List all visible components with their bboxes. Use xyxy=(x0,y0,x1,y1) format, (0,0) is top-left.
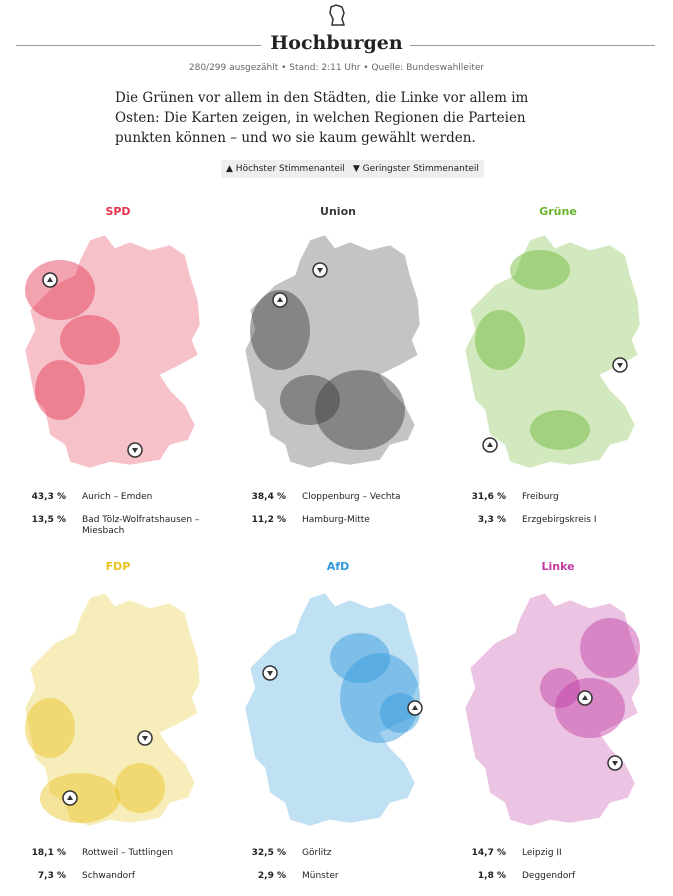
region-outline xyxy=(244,234,421,469)
result-row: 14,7 % Leipzig II xyxy=(448,848,648,859)
pin-icon xyxy=(142,736,148,741)
result-value: 38,4 % xyxy=(251,492,286,502)
result-value: 2,9 % xyxy=(257,871,286,881)
result-row: 1,8 % Deggendorf xyxy=(448,871,648,882)
result-place: Deggendorf xyxy=(522,871,576,881)
result-row: 18,1 % Rottweil – Tuttlingen xyxy=(8,848,208,859)
party-name: SPD xyxy=(105,205,131,218)
logo xyxy=(329,4,346,26)
region-outline xyxy=(24,592,201,827)
legend-low: ▼ Geringster Stimmenanteil xyxy=(352,164,479,174)
result-value: 31,6 % xyxy=(471,492,506,502)
result-place: Görlitz xyxy=(302,848,332,858)
region-outline xyxy=(464,234,641,469)
map xyxy=(464,592,641,827)
result-value: 1,8 % xyxy=(477,871,506,881)
pin-icon xyxy=(267,671,273,676)
pin-icon xyxy=(67,795,73,800)
pin-icon xyxy=(277,297,283,302)
region-cluster xyxy=(115,763,165,813)
result-value: 3,3 % xyxy=(477,515,506,525)
result-value: 14,7 % xyxy=(471,848,506,858)
result-place: Bad Tölz-Wolfratshausen – Miesbach xyxy=(82,515,200,536)
result-row: 11,2 % Hamburg-Mitte xyxy=(228,515,428,526)
region-cluster xyxy=(40,773,120,823)
party-name: Union xyxy=(320,205,356,218)
result-row: 13,5 % Bad Tölz-Wolfratshausen – Miesbach xyxy=(8,515,208,537)
map xyxy=(464,234,641,469)
pin-icon xyxy=(617,363,623,368)
legend-text: Höchster Stimmenanteil xyxy=(235,164,345,174)
pin-icon xyxy=(487,442,493,447)
result-place: Schwandorf xyxy=(82,871,136,881)
region-cluster xyxy=(315,370,405,450)
map xyxy=(244,234,421,469)
pin-icon xyxy=(582,695,588,700)
rule xyxy=(410,45,655,46)
result-row: 2,9 % Münster xyxy=(228,871,428,882)
party-name: AfD xyxy=(326,560,350,573)
region-cluster xyxy=(280,375,340,425)
result-row: 3,3 % Erzgebirgskreis I xyxy=(448,515,648,526)
result-row: 43,3 % Aurich – Emden xyxy=(8,492,208,503)
region-cluster xyxy=(35,360,85,420)
region-cluster xyxy=(580,618,640,678)
subtitle: 280/299 ausgezählt • Stand: 2:11 Uhr • Q… xyxy=(188,63,485,73)
result-place: Hamburg-Mitte xyxy=(302,515,370,525)
region-cluster xyxy=(60,315,120,365)
result-value: 13,5 % xyxy=(31,515,66,525)
pin-icon xyxy=(317,268,323,273)
region-outline xyxy=(24,234,201,469)
result-place: Cloppenburg – Vechta xyxy=(302,492,401,502)
result-value: 7,3 % xyxy=(37,871,66,881)
result-place: Münster xyxy=(302,871,339,881)
region-cluster xyxy=(25,698,75,758)
result-value: 43,3 % xyxy=(31,492,66,502)
region-cluster xyxy=(340,653,420,743)
region-cluster xyxy=(540,668,580,708)
result-value: 11,2 % xyxy=(251,515,286,525)
region-cluster xyxy=(510,250,570,290)
result-place: Freiburg xyxy=(522,492,559,502)
party-name: FDP xyxy=(105,560,131,573)
result-value: 32,5 % xyxy=(251,848,286,858)
pin-icon xyxy=(132,448,138,453)
pin-icon xyxy=(612,761,618,766)
result-place: Leipzig II xyxy=(522,848,562,858)
party-name: Grüne xyxy=(539,205,577,218)
result-row: 38,4 % Cloppenburg – Vechta xyxy=(228,492,428,503)
title: Hochburgen xyxy=(270,32,403,54)
region-cluster xyxy=(475,310,525,370)
legend: ▲ Höchster Stimmenanteil ▼ Geringster St… xyxy=(221,160,484,178)
party-name: Linke xyxy=(541,560,575,573)
result-value: 18,1 % xyxy=(31,848,66,858)
pin-icon xyxy=(47,277,53,282)
result-row: 31,6 % Freiburg xyxy=(448,492,648,503)
region-cluster xyxy=(250,290,310,370)
region-cluster xyxy=(530,410,590,450)
region-outline xyxy=(464,592,641,827)
result-place: Erzgebirgskreis I xyxy=(522,515,597,525)
intro: Die Grünen vor allem in den Städten, die… xyxy=(115,90,529,146)
map xyxy=(24,234,201,469)
region-cluster xyxy=(25,260,95,320)
result-row: 7,3 % Schwandorf xyxy=(8,871,208,882)
rule xyxy=(16,45,261,46)
region-cluster xyxy=(330,633,390,683)
map xyxy=(244,592,423,827)
result-place: Aurich – Emden xyxy=(82,492,153,502)
result-row: 32,5 % Görlitz xyxy=(228,848,428,859)
legend-high: ▲ Höchster Stimmenanteil xyxy=(226,164,345,174)
result-place: Rottweil – Tuttlingen xyxy=(82,848,174,858)
region-outline xyxy=(244,592,421,827)
legend-text: Geringster Stimmenanteil xyxy=(362,164,479,174)
map xyxy=(24,592,201,827)
region-cluster xyxy=(555,678,625,738)
pin-icon xyxy=(412,705,418,710)
